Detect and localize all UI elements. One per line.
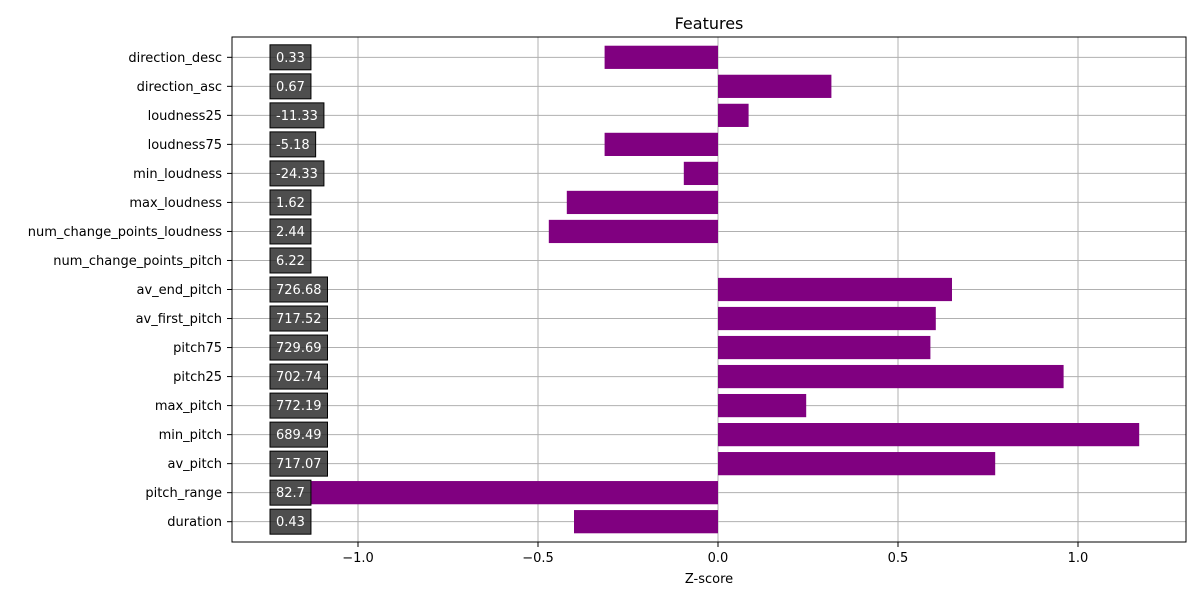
grid — [232, 37, 1186, 542]
value-label-text: 0.67 — [276, 80, 305, 95]
value-label: 6.22 — [269, 247, 312, 274]
value-label-text: 0.43 — [276, 515, 305, 530]
value-label-text: 726.68 — [276, 283, 322, 298]
value-label: 0.33 — [269, 44, 312, 71]
x-tick-label: −0.5 — [522, 551, 554, 566]
bar — [683, 161, 718, 186]
bars — [311, 45, 1140, 534]
bar — [604, 45, 718, 69]
bar — [718, 103, 749, 127]
bar — [718, 452, 996, 476]
value-label-box — [269, 334, 328, 361]
value-label: 717.07 — [269, 450, 328, 477]
y-tick-label: direction_desc — [128, 51, 222, 66]
y-tick-label: direction_asc — [137, 80, 222, 95]
value-label: 772.19 — [269, 392, 328, 419]
value-label-box — [269, 44, 312, 71]
value-label-text: 729.69 — [276, 341, 322, 356]
bar — [718, 74, 832, 98]
value-label-text: 0.33 — [276, 51, 305, 66]
value-label: 1.62 — [269, 189, 312, 216]
value-label-text: 1.62 — [276, 196, 305, 211]
value-label: 0.43 — [269, 508, 312, 535]
y-tick-label: max_loudness — [129, 196, 222, 211]
y-tick-label: loudness75 — [148, 138, 222, 153]
x-tick-label: 0.5 — [888, 551, 909, 566]
value-label-box — [269, 392, 328, 419]
value-label: 2.44 — [269, 218, 312, 245]
y-tick-label: pitch75 — [173, 341, 222, 356]
x-axis-label: Z-score — [685, 572, 733, 587]
bar — [566, 190, 718, 215]
value-label-text: 2.44 — [276, 225, 305, 240]
chart-title: Features — [675, 14, 744, 33]
y-tick-label: num_change_points_loudness — [28, 225, 222, 240]
value-label-box — [269, 305, 328, 332]
value-label-box — [269, 508, 312, 535]
value-labels: 0.43 82.7 717.07 689.49 772.19 702.74 729.69 71… — [269, 44, 328, 535]
value-label-box — [269, 479, 312, 506]
value-label: 689.49 — [269, 421, 328, 448]
value-label-box — [269, 218, 312, 245]
value-label-text: 772.19 — [276, 399, 322, 414]
bar — [718, 335, 931, 360]
bar — [718, 423, 1140, 447]
y-tick-label: pitch_range — [145, 486, 222, 501]
value-label-box — [269, 160, 325, 187]
y-tick-label: min_pitch — [159, 428, 222, 443]
value-label-box — [269, 363, 328, 390]
value-label-text: 689.49 — [276, 428, 322, 443]
y-tick-label: loudness25 — [148, 109, 222, 124]
y-tick-label: av_first_pitch — [136, 312, 222, 327]
y-tick-label: av_pitch — [167, 457, 222, 472]
y-tick-label: duration — [167, 515, 222, 530]
value-label-box — [269, 131, 317, 158]
value-label-text: 717.52 — [276, 312, 322, 327]
value-label-text: 717.07 — [276, 457, 322, 472]
value-label: 717.52 — [269, 305, 328, 332]
bar — [718, 393, 807, 418]
x-tick-label: 0.0 — [708, 551, 729, 566]
value-label-box — [269, 189, 312, 216]
value-label-text: 82.7 — [276, 486, 305, 501]
y-tick-label: num_change_points_pitch — [53, 254, 222, 269]
value-label-text: -5.18 — [276, 138, 310, 153]
value-label: 702.74 — [269, 363, 328, 390]
y-tick-label: pitch25 — [173, 370, 222, 385]
bar — [718, 306, 936, 331]
value-label-box — [269, 73, 312, 100]
value-label-text: -11.33 — [276, 109, 318, 124]
y-tick-label: av_end_pitch — [137, 283, 223, 298]
value-label: -24.33 — [269, 160, 325, 187]
value-label: 82.7 — [269, 479, 312, 506]
value-label: -11.33 — [269, 102, 325, 129]
value-label: 729.69 — [269, 334, 328, 361]
bar — [718, 277, 952, 302]
x-tick-label: 1.0 — [1068, 551, 1089, 566]
bar — [548, 219, 718, 244]
y-tick-label: max_pitch — [155, 399, 222, 414]
value-label: 726.68 — [269, 276, 328, 303]
x-tick-label: −1.0 — [342, 551, 374, 566]
bar — [604, 132, 718, 156]
value-label-text: 6.22 — [276, 254, 305, 269]
value-label: -5.18 — [269, 131, 317, 158]
value-label-text: 702.74 — [276, 370, 322, 385]
value-label-box — [269, 421, 328, 448]
bar — [718, 364, 1064, 389]
y-tick-label: min_loudness — [133, 167, 222, 182]
x-ticks: −1.0 −0.5 0.0 0.5 1.0 — [342, 542, 1088, 566]
value-label-box — [269, 247, 312, 274]
value-label: 0.67 — [269, 73, 312, 100]
value-label-text: -24.33 — [276, 167, 318, 182]
bar — [311, 481, 718, 505]
value-label-box — [269, 102, 325, 129]
bar — [574, 510, 718, 534]
value-label-box — [269, 276, 328, 303]
value-label-box — [269, 450, 328, 477]
y-ticks: duration pitch_range av_pitch min_pitch max_… — [28, 51, 232, 530]
